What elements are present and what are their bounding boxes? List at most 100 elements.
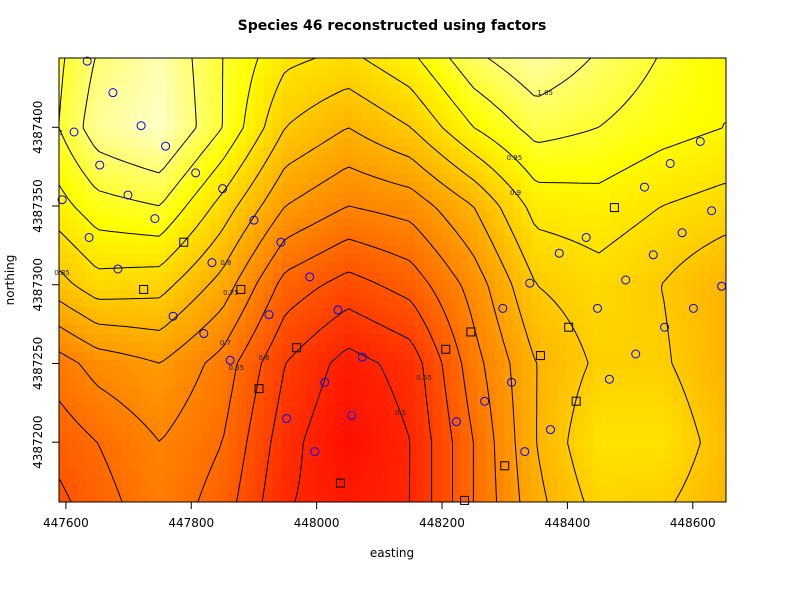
heat-cell	[237, 120, 247, 130]
heat-cell	[334, 93, 345, 103]
heat-cell	[334, 227, 345, 237]
square-point	[535, 351, 545, 361]
heat-cell	[397, 102, 407, 112]
heat-cell	[148, 449, 158, 459]
heat-cell	[281, 173, 291, 183]
heat-cell	[174, 138, 184, 148]
heat-cell	[237, 387, 247, 397]
heat-cell	[459, 298, 469, 308]
heat-cell	[272, 494, 282, 503]
heat-cell	[548, 244, 558, 255]
heat-cell	[85, 485, 95, 495]
heat-cell	[486, 387, 496, 397]
heat-cell	[521, 333, 532, 344]
heat-cell	[219, 351, 229, 361]
heat-cell	[708, 253, 718, 264]
heat-cell	[263, 58, 273, 68]
heat-cell	[237, 378, 247, 388]
heat-cell	[673, 369, 683, 379]
heat-cell	[352, 236, 362, 246]
heat-cell	[352, 244, 362, 255]
heat-cell	[308, 262, 318, 272]
heat-cell	[85, 298, 95, 308]
heat-cell	[148, 307, 158, 317]
heat-cell	[94, 280, 104, 290]
heat-cell	[646, 227, 656, 237]
heat-cell	[67, 182, 78, 192]
heat-cell	[245, 75, 256, 86]
heat-cell	[237, 369, 247, 379]
heat-cell	[530, 422, 540, 433]
heat-cell	[254, 360, 265, 370]
heat-cell	[121, 164, 131, 175]
heat-cell	[112, 262, 122, 272]
heat-cell	[575, 147, 585, 157]
heat-cell	[317, 84, 327, 94]
heat-cell	[192, 200, 202, 210]
heat-cell	[156, 173, 167, 183]
heat-cell	[673, 253, 683, 264]
heat-cell	[254, 147, 265, 157]
heat-cell	[156, 262, 167, 272]
heat-cell	[655, 66, 665, 77]
heat-cell	[530, 449, 540, 459]
heat-cell	[379, 387, 389, 397]
heat-cell	[655, 422, 665, 433]
heat-cell	[601, 93, 612, 103]
heat-cell	[112, 93, 122, 103]
heat-cell	[308, 396, 318, 406]
heat-cell	[504, 191, 514, 201]
heat-cell	[708, 449, 718, 459]
heat-cell	[610, 209, 621, 219]
heat-cell	[548, 485, 558, 495]
heat-cell	[334, 458, 345, 468]
heat-cell	[148, 209, 158, 219]
heat-cell	[459, 58, 469, 68]
heat-cell	[486, 271, 496, 281]
heat-cell	[593, 191, 603, 201]
heat-cell	[59, 422, 69, 433]
heat-cell	[619, 387, 629, 397]
heat-cell	[521, 147, 532, 157]
heat-cell	[317, 147, 327, 157]
heat-cell	[352, 431, 362, 442]
heat-cell	[628, 387, 638, 397]
heat-cell	[103, 494, 113, 503]
heat-cell	[682, 75, 692, 86]
heat-cell	[584, 102, 594, 112]
heat-cell	[504, 244, 514, 255]
heat-cell	[317, 182, 327, 192]
heat-cell	[664, 182, 674, 192]
heat-cell	[708, 396, 718, 406]
heat-cell	[450, 236, 460, 246]
heat-cell	[210, 494, 220, 503]
heat-cell	[619, 467, 629, 477]
heat-cell	[717, 360, 727, 370]
heat-cell	[646, 467, 656, 477]
heat-cell	[646, 387, 656, 397]
heat-cell	[459, 191, 469, 201]
heat-cell	[584, 271, 594, 281]
heat-cell	[343, 396, 354, 406]
heat-cell	[210, 58, 220, 68]
heat-cell	[512, 414, 523, 424]
heat-cell	[192, 298, 202, 308]
heat-cell	[459, 227, 469, 237]
heat-cell	[156, 414, 167, 424]
heat-cell	[148, 75, 158, 86]
heat-cell	[343, 111, 354, 121]
heat-cell	[308, 147, 318, 157]
heat-cell	[85, 155, 95, 166]
heat-cell	[67, 378, 78, 388]
heat-cell	[299, 164, 309, 175]
heat-cell	[308, 414, 318, 424]
heat-cell	[566, 440, 576, 450]
heat-cell	[682, 458, 692, 468]
heat-cell	[388, 147, 398, 157]
heat-cell	[682, 387, 692, 397]
heat-cell	[308, 66, 318, 77]
heat-cell	[646, 351, 656, 361]
heat-cell	[361, 58, 371, 68]
heat-cell	[610, 155, 621, 166]
heat-cell	[477, 333, 487, 344]
